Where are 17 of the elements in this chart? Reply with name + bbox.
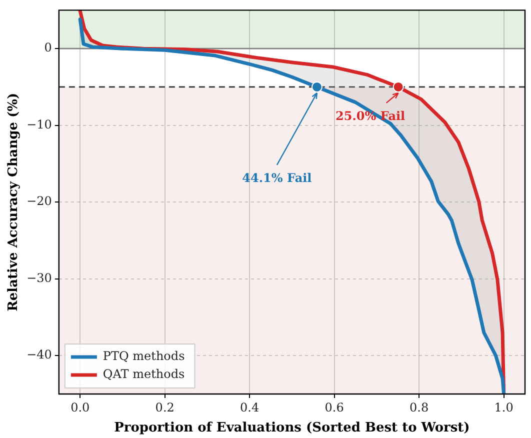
y-tick-label: 0: [44, 40, 52, 55]
x-tick-label: 0.8: [410, 400, 429, 414]
x-tick-label: 0.6: [324, 400, 344, 414]
x-tick-label: 1.0: [494, 400, 514, 414]
y-tick-label: −40: [26, 348, 52, 362]
legend-label: PTQ methods: [102, 349, 185, 364]
annotation: 25.0% Fail: [336, 109, 406, 124]
y-tick-label: −10: [26, 117, 52, 132]
x-tick-label: 0.4: [240, 400, 260, 414]
y-axis-title: Relative Accuracy Change (%): [6, 92, 22, 312]
annotation: 44.1% Fail: [242, 171, 312, 186]
x-axis-title: Proportion of Evaluations (Sorted Best to Worst): [114, 420, 470, 436]
x-tick-label: 0.2: [155, 400, 174, 414]
y-tick-label: −20: [26, 194, 52, 208]
x-tick-label: 0.0: [70, 400, 90, 414]
y-tick-label: −30: [26, 270, 52, 285]
legend-label: QAT methods: [102, 367, 185, 382]
